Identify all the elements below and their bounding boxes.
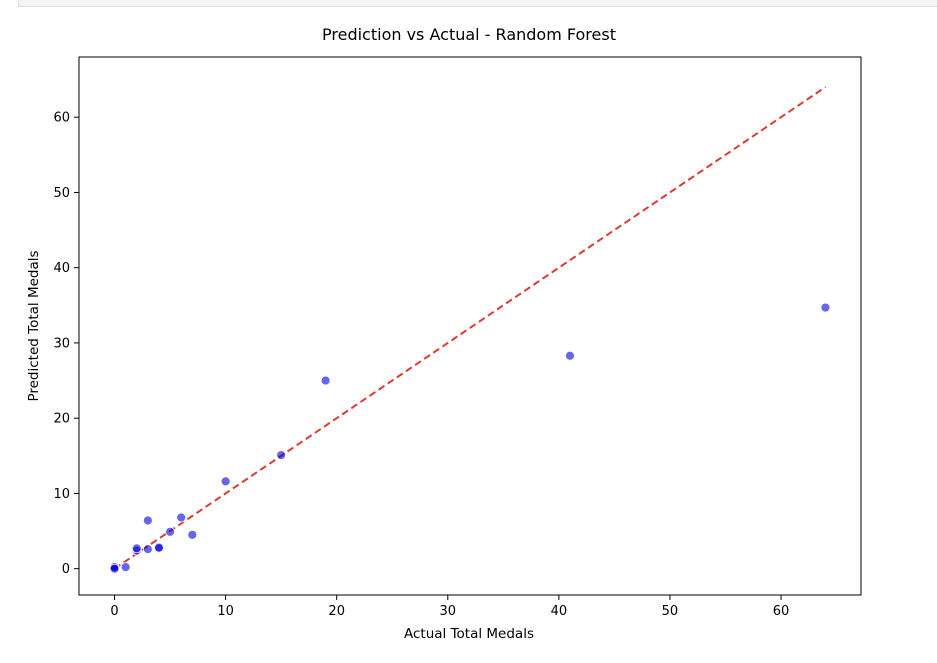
notebook-cell-divider bbox=[18, 0, 937, 7]
x-tick-label: 40 bbox=[551, 604, 568, 619]
x-tick-label: 50 bbox=[662, 604, 679, 619]
data-point bbox=[565, 350, 575, 361]
y-tick-label: 10 bbox=[53, 487, 70, 502]
data-point bbox=[320, 375, 331, 386]
y-tick-label: 30 bbox=[53, 336, 70, 351]
data-point bbox=[276, 450, 287, 460]
x-axis-label: Actual Total Medals bbox=[404, 626, 534, 642]
data-point bbox=[120, 562, 131, 573]
data-point bbox=[154, 542, 164, 553]
y-tick-label: 20 bbox=[53, 412, 70, 427]
x-axis: 0 10 20 30 40 50 60 bbox=[110, 595, 789, 619]
data-point bbox=[142, 515, 153, 526]
x-tick-label: 30 bbox=[440, 604, 457, 619]
chart-title: Prediction vs Actual - Random Forest bbox=[322, 25, 616, 44]
data-point bbox=[165, 526, 175, 537]
data-point bbox=[820, 302, 831, 313]
x-tick-label: 10 bbox=[217, 604, 234, 619]
y-tick-label: 0 bbox=[62, 562, 70, 577]
y-tick-label: 60 bbox=[53, 111, 70, 126]
data-point bbox=[176, 512, 187, 523]
y-axis-label: Predicted Total Medals bbox=[26, 250, 42, 401]
data-point bbox=[109, 563, 120, 574]
x-tick-label: 0 bbox=[110, 604, 118, 619]
y-tick-label: 40 bbox=[53, 261, 70, 276]
x-tick-label: 60 bbox=[773, 604, 790, 619]
data-point bbox=[131, 543, 142, 554]
x-tick-label: 20 bbox=[328, 604, 345, 619]
data-point bbox=[187, 529, 198, 540]
data-points bbox=[109, 302, 831, 574]
y-tick-label: 50 bbox=[53, 186, 70, 201]
data-point bbox=[220, 476, 231, 487]
reference-line bbox=[113, 86, 827, 570]
plot-frame bbox=[78, 56, 862, 596]
y-axis: 0 10 20 30 40 50 60 bbox=[53, 111, 79, 577]
data-point bbox=[142, 544, 153, 555]
